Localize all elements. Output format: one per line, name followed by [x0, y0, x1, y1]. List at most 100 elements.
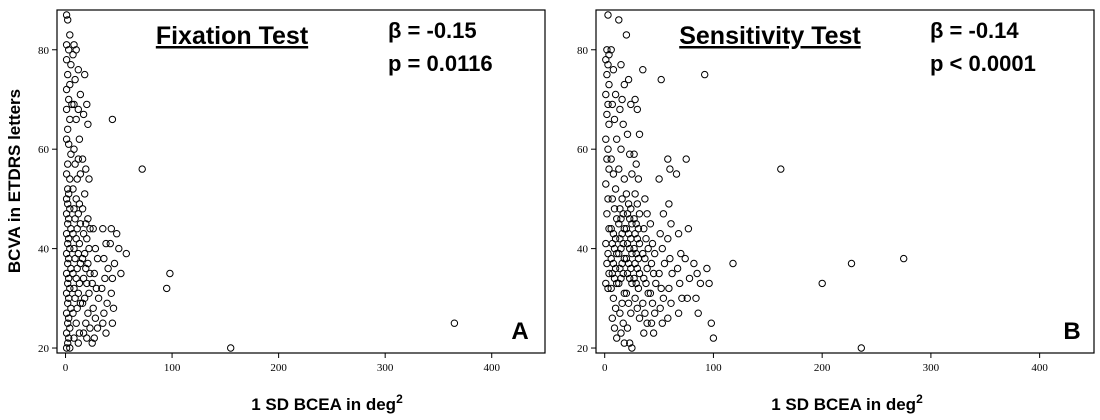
- panel-b-data-point: [623, 324, 632, 332]
- panel-b-data-point: [630, 215, 638, 223]
- panel-a-data-point: [81, 249, 89, 258]
- panel-b-data-point: [609, 170, 618, 178]
- panel-a-data-point: [65, 46, 73, 54]
- panel-a-data-point: [70, 41, 78, 49]
- panel-a-data-point: [66, 175, 74, 183]
- panel-a-data-point: [102, 329, 110, 337]
- panel-b-data-point: [623, 210, 632, 218]
- panel-a-data-point: [75, 329, 84, 337]
- panel-b-data-point: [651, 309, 659, 317]
- panel-a-data-point: [70, 145, 78, 153]
- panel-b-data-point: [609, 294, 618, 302]
- panel-b-data-point: [652, 279, 660, 288]
- x-tick-label: 400: [1031, 362, 1048, 374]
- panel-b-data-point: [643, 210, 651, 218]
- panel-b-data-point: [640, 225, 648, 233]
- panel-a-data-point: [117, 269, 125, 278]
- panel-b-data-point: [626, 339, 634, 347]
- panel-a-data-point: [79, 110, 88, 119]
- panel-b-data-point: [701, 70, 709, 79]
- panel-b-data-point: [605, 80, 613, 89]
- panel-a-data-point: [86, 269, 94, 278]
- panel-a-data-point: [450, 319, 459, 327]
- panel-a-data-point: [82, 319, 90, 327]
- panel-b-letter: B: [1063, 318, 1080, 345]
- panel-b-data-point: [611, 264, 620, 273]
- panel-b-data-point: [616, 205, 624, 213]
- panel-a-data-point: [76, 90, 85, 99]
- panel-b-data-point: [649, 329, 658, 337]
- panel-b-data-point: [643, 319, 651, 327]
- panel-a-data-point: [65, 190, 73, 198]
- x-tick-label: 0: [602, 362, 608, 374]
- panel-a-title: Fixation Test: [156, 22, 309, 50]
- panel-b-data-point: [617, 329, 625, 337]
- panel-b-data-point: [667, 220, 675, 228]
- panel-a-data-point: [71, 254, 79, 263]
- panel-b-data-point: [604, 100, 612, 109]
- panel-b-data-point: [677, 249, 685, 258]
- panel-b-data-point: [611, 90, 620, 99]
- panel-a-data-point: [99, 319, 107, 327]
- panel-b-data-point: [602, 180, 610, 188]
- panel-b-data-point: [609, 66, 618, 74]
- panel-b-data-point: [644, 289, 652, 297]
- panel-a-data-point: [138, 165, 146, 173]
- panel-b-data-point: [818, 279, 826, 288]
- panel-b-data-point: [631, 95, 639, 104]
- panel-a-data-point: [85, 289, 93, 297]
- panel-b-data-point: [632, 160, 640, 168]
- panel-a-data-point: [62, 135, 71, 143]
- panel-b-data-point: [633, 200, 641, 208]
- panel-a-data-point: [94, 294, 103, 302]
- panel-a-data-point: [86, 225, 94, 233]
- panel-b-data-point: [705, 279, 713, 288]
- panel-a-data-point: [107, 225, 116, 233]
- panel-b-data-point: [615, 165, 623, 173]
- x-tick-label: 300: [377, 362, 394, 374]
- panel-a-data-point: [74, 339, 83, 347]
- panel-b-data-point: [611, 304, 620, 312]
- panel-a-data-point: [64, 319, 72, 327]
- panel-b-data-point: [651, 249, 659, 258]
- panel-b-data-point: [607, 225, 615, 233]
- panel-b-data-point: [635, 130, 644, 139]
- panel-b-data-point: [644, 244, 652, 253]
- panel-b-data-point: [634, 284, 643, 293]
- panel-a-data-point: [64, 160, 72, 168]
- panel-a-data-point: [88, 339, 96, 347]
- panel-b-data-point: [619, 120, 627, 129]
- panel-a-data-point: [73, 175, 81, 183]
- panel-b-data-point: [609, 259, 618, 268]
- panel-b-data-point: [623, 130, 632, 139]
- panel-b-data-point: [611, 235, 620, 243]
- panel-a-data-point: [109, 304, 118, 312]
- panel-b-data-point: [622, 31, 631, 39]
- panel-b-data-point: [624, 200, 633, 208]
- panel-a-pvalue: p = 0.0116: [388, 51, 493, 76]
- panel-a-y-ticks: 20 40 60 80: [38, 45, 57, 355]
- panel-a-data-point: [83, 235, 91, 243]
- panel-b-data-point: [682, 155, 690, 163]
- panel-a-data-point: [69, 185, 77, 193]
- panel-b-data-point: [617, 244, 625, 253]
- panel-b-data-point: [633, 264, 641, 273]
- panel-b-data-point: [635, 239, 644, 248]
- panel-b-data-point: [611, 185, 620, 193]
- panel-b-data-point: [685, 274, 694, 283]
- panel-a-x-ticks: 0 100 200 300 400: [63, 353, 500, 374]
- panel-a-data-point: [62, 210, 71, 218]
- panel-b-data-point: [633, 105, 641, 114]
- panel-b-data-point: [690, 259, 698, 268]
- panel-a-data-point: [108, 319, 117, 327]
- y-tick-label: 20: [577, 343, 589, 355]
- panel-b-data-point: [605, 269, 613, 278]
- panel-a-data-point: [81, 70, 89, 79]
- panel-b-data-point: [646, 289, 655, 297]
- panel-a-data-point: [62, 249, 71, 258]
- x-tick-label: 100: [705, 362, 722, 374]
- panel-b-data-point: [619, 269, 627, 278]
- panel-b-data-point: [684, 225, 693, 233]
- panel-b-data-point: [604, 195, 612, 203]
- panel-b-data-point: [631, 230, 639, 238]
